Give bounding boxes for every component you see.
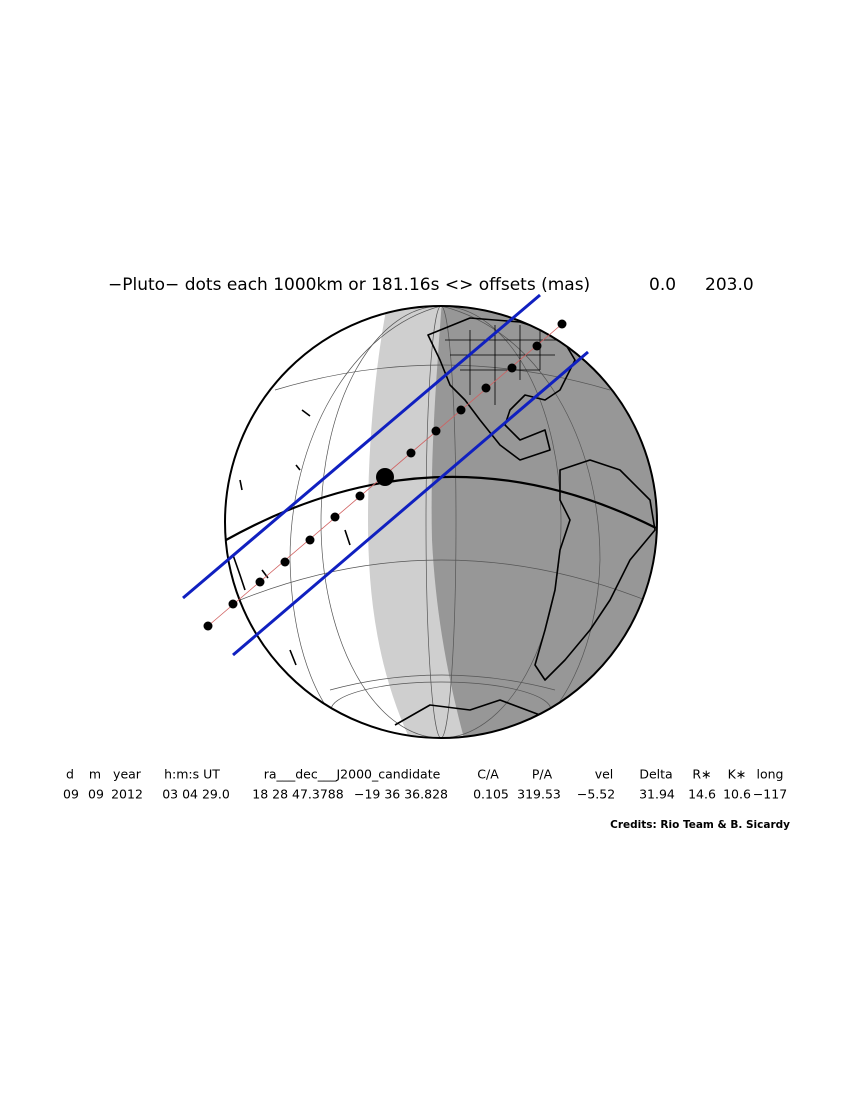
closest-approach-dot xyxy=(376,468,394,486)
value-cell: 14.6 xyxy=(688,787,716,802)
header-cell: P/A xyxy=(532,767,553,782)
time-dot xyxy=(255,577,265,587)
value-cell: −117 xyxy=(753,787,787,802)
occultation-path xyxy=(182,293,589,657)
header-cell: R∗ xyxy=(692,767,711,782)
shadow-limit-north xyxy=(182,293,541,600)
meridian xyxy=(440,306,601,738)
islands xyxy=(232,409,351,666)
header-cell: h:m:s UT xyxy=(164,767,220,782)
value-cell: 18 28 47.3788 xyxy=(252,787,343,802)
header-cell: d xyxy=(66,767,74,782)
meridian xyxy=(425,306,457,738)
globe xyxy=(224,305,658,739)
offset-x: 0.0 xyxy=(649,275,676,295)
credits: Credits: Rio Team & B. Sicardy xyxy=(610,819,790,831)
value-cell: 03 04 29.0 xyxy=(162,787,230,802)
time-dot xyxy=(456,405,466,415)
state-borders xyxy=(445,325,560,405)
event-table: d m year h:m:s UT ra___dec___J2000_candi… xyxy=(63,767,787,802)
meridian xyxy=(320,306,562,738)
parallel xyxy=(239,559,646,601)
value-cell: 0.105 xyxy=(473,787,509,802)
header-cell: Delta xyxy=(639,767,672,782)
south-america xyxy=(534,459,656,681)
header-cell: long xyxy=(757,767,784,782)
value-cell: 31.94 xyxy=(639,787,675,802)
meridian xyxy=(289,306,442,738)
time-dot xyxy=(355,491,365,501)
time-dot xyxy=(557,319,567,329)
shadow-limit-south xyxy=(232,350,589,657)
header-cell: m xyxy=(89,767,101,782)
value-cell: −5.52 xyxy=(577,787,615,802)
header-cell: K∗ xyxy=(728,767,747,782)
value-cell: 09 xyxy=(63,787,79,802)
globe-outline xyxy=(224,305,658,739)
value-cell: 319.53 xyxy=(517,787,561,802)
map-title: −Pluto− dots each 1000km or 181.16s <> o… xyxy=(108,275,590,295)
time-dot xyxy=(481,383,491,393)
value-cell: 10.6 xyxy=(723,787,751,802)
parallel xyxy=(329,674,556,691)
time-dot xyxy=(507,363,517,373)
time-dot xyxy=(431,426,441,436)
offset-y: 203.0 xyxy=(705,275,754,295)
header-cell: vel xyxy=(595,767,614,782)
header-cell: ra___dec___J2000_candidate xyxy=(264,767,441,782)
value-cell: −19 36 36.828 xyxy=(354,787,448,802)
header-cell: year xyxy=(113,767,142,782)
header-cell: C/A xyxy=(477,767,499,782)
time-dot xyxy=(406,448,416,458)
time-dot xyxy=(305,535,315,545)
time-dot xyxy=(280,557,290,567)
time-dot xyxy=(330,512,340,522)
value-cell: 09 xyxy=(88,787,104,802)
time-dot xyxy=(228,599,238,609)
time-dot xyxy=(532,341,542,351)
time-dots xyxy=(203,319,567,631)
value-cell: 2012 xyxy=(111,787,143,802)
time-dot xyxy=(203,621,213,631)
